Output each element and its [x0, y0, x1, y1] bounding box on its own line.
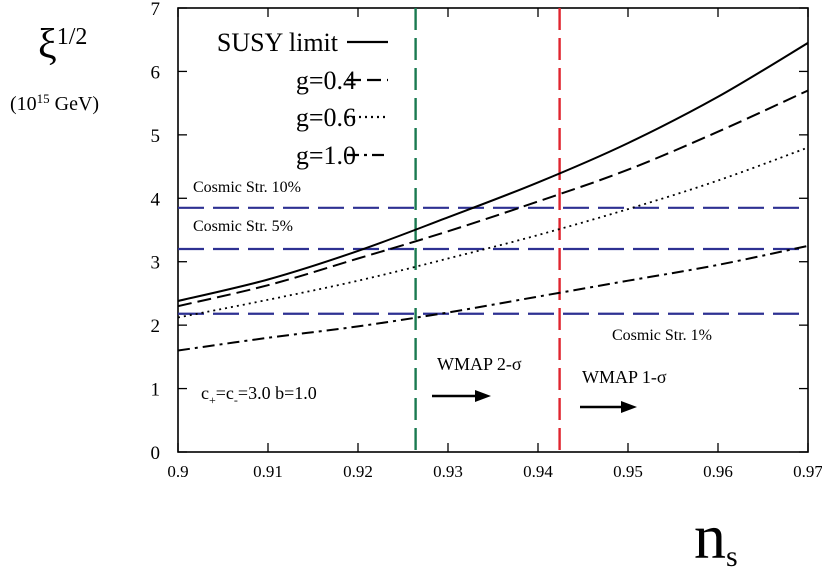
x-tick-label: 0.92 [343, 462, 373, 481]
x-tick-label: 0.9 [167, 462, 188, 481]
y-tick-label: 5 [151, 126, 161, 147]
plot-area: 0.9 0.91 0.92 0.93 0.94 0.95 0.96 0.97 0 1 2 3 4 5 6 7 S… [151, 0, 822, 481]
wmap-2sigma-label: WMAP 2-σ [437, 354, 522, 374]
legend-label-3: g=1.0 [296, 141, 356, 170]
y-tick-label: 0 [151, 443, 161, 464]
x-tick-label: 0.95 [613, 462, 643, 481]
y-axis-unit: (1015 GeV) [10, 91, 99, 115]
y-axis-label: ξ1/2 [38, 22, 87, 68]
wmap-1sigma-label: WMAP 1-σ [582, 367, 667, 387]
y-tick-label: 4 [151, 189, 161, 210]
x-tick-label: 0.96 [703, 462, 733, 481]
x-tick-label: 0.91 [253, 462, 283, 481]
cosmic-string-label-1: Cosmic Str. 1% [612, 327, 712, 344]
legend-label-1: g=0.4 [296, 66, 356, 95]
y-tick-label: 1 [151, 380, 161, 401]
series-line-1 [178, 89, 808, 308]
cosmic-string-label-5: Cosmic Str. 5% [193, 218, 293, 235]
x-tick-label: 0.94 [523, 462, 553, 481]
cosmic-string-label-10: Cosmic Str. 10% [193, 179, 301, 196]
wmap-1sigma-arrow-head [621, 401, 637, 413]
wmap-2sigma-arrow-head [475, 390, 491, 402]
legend-label-2: g=0.6 [296, 103, 356, 132]
series-line-0 [178, 42, 808, 302]
plot-frame [177, 7, 809, 453]
y-tick-label: 2 [151, 316, 161, 337]
y-tick-label: 6 [151, 62, 161, 83]
y-tick-label: 7 [151, 0, 161, 20]
y-tick-label: 3 [151, 253, 161, 274]
series-line-3 [178, 244, 808, 352]
legend-label-0: SUSY limit [217, 28, 339, 57]
parameters-label: c+=c-=3.0 b=1.0 [201, 383, 317, 407]
x-tick-label: 0.97 [793, 462, 822, 481]
x-tick-label: 0.93 [433, 462, 463, 481]
x-axis-label: ns [694, 501, 738, 573]
